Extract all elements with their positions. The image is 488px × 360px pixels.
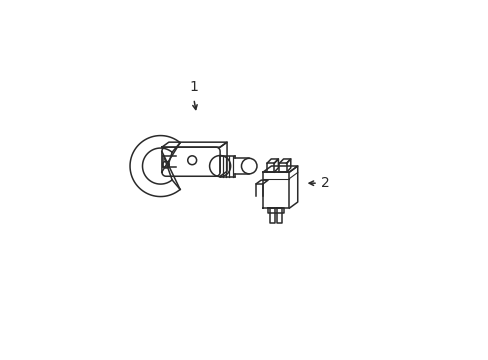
Text: 1: 1 bbox=[189, 81, 198, 94]
Text: 2: 2 bbox=[321, 176, 329, 190]
